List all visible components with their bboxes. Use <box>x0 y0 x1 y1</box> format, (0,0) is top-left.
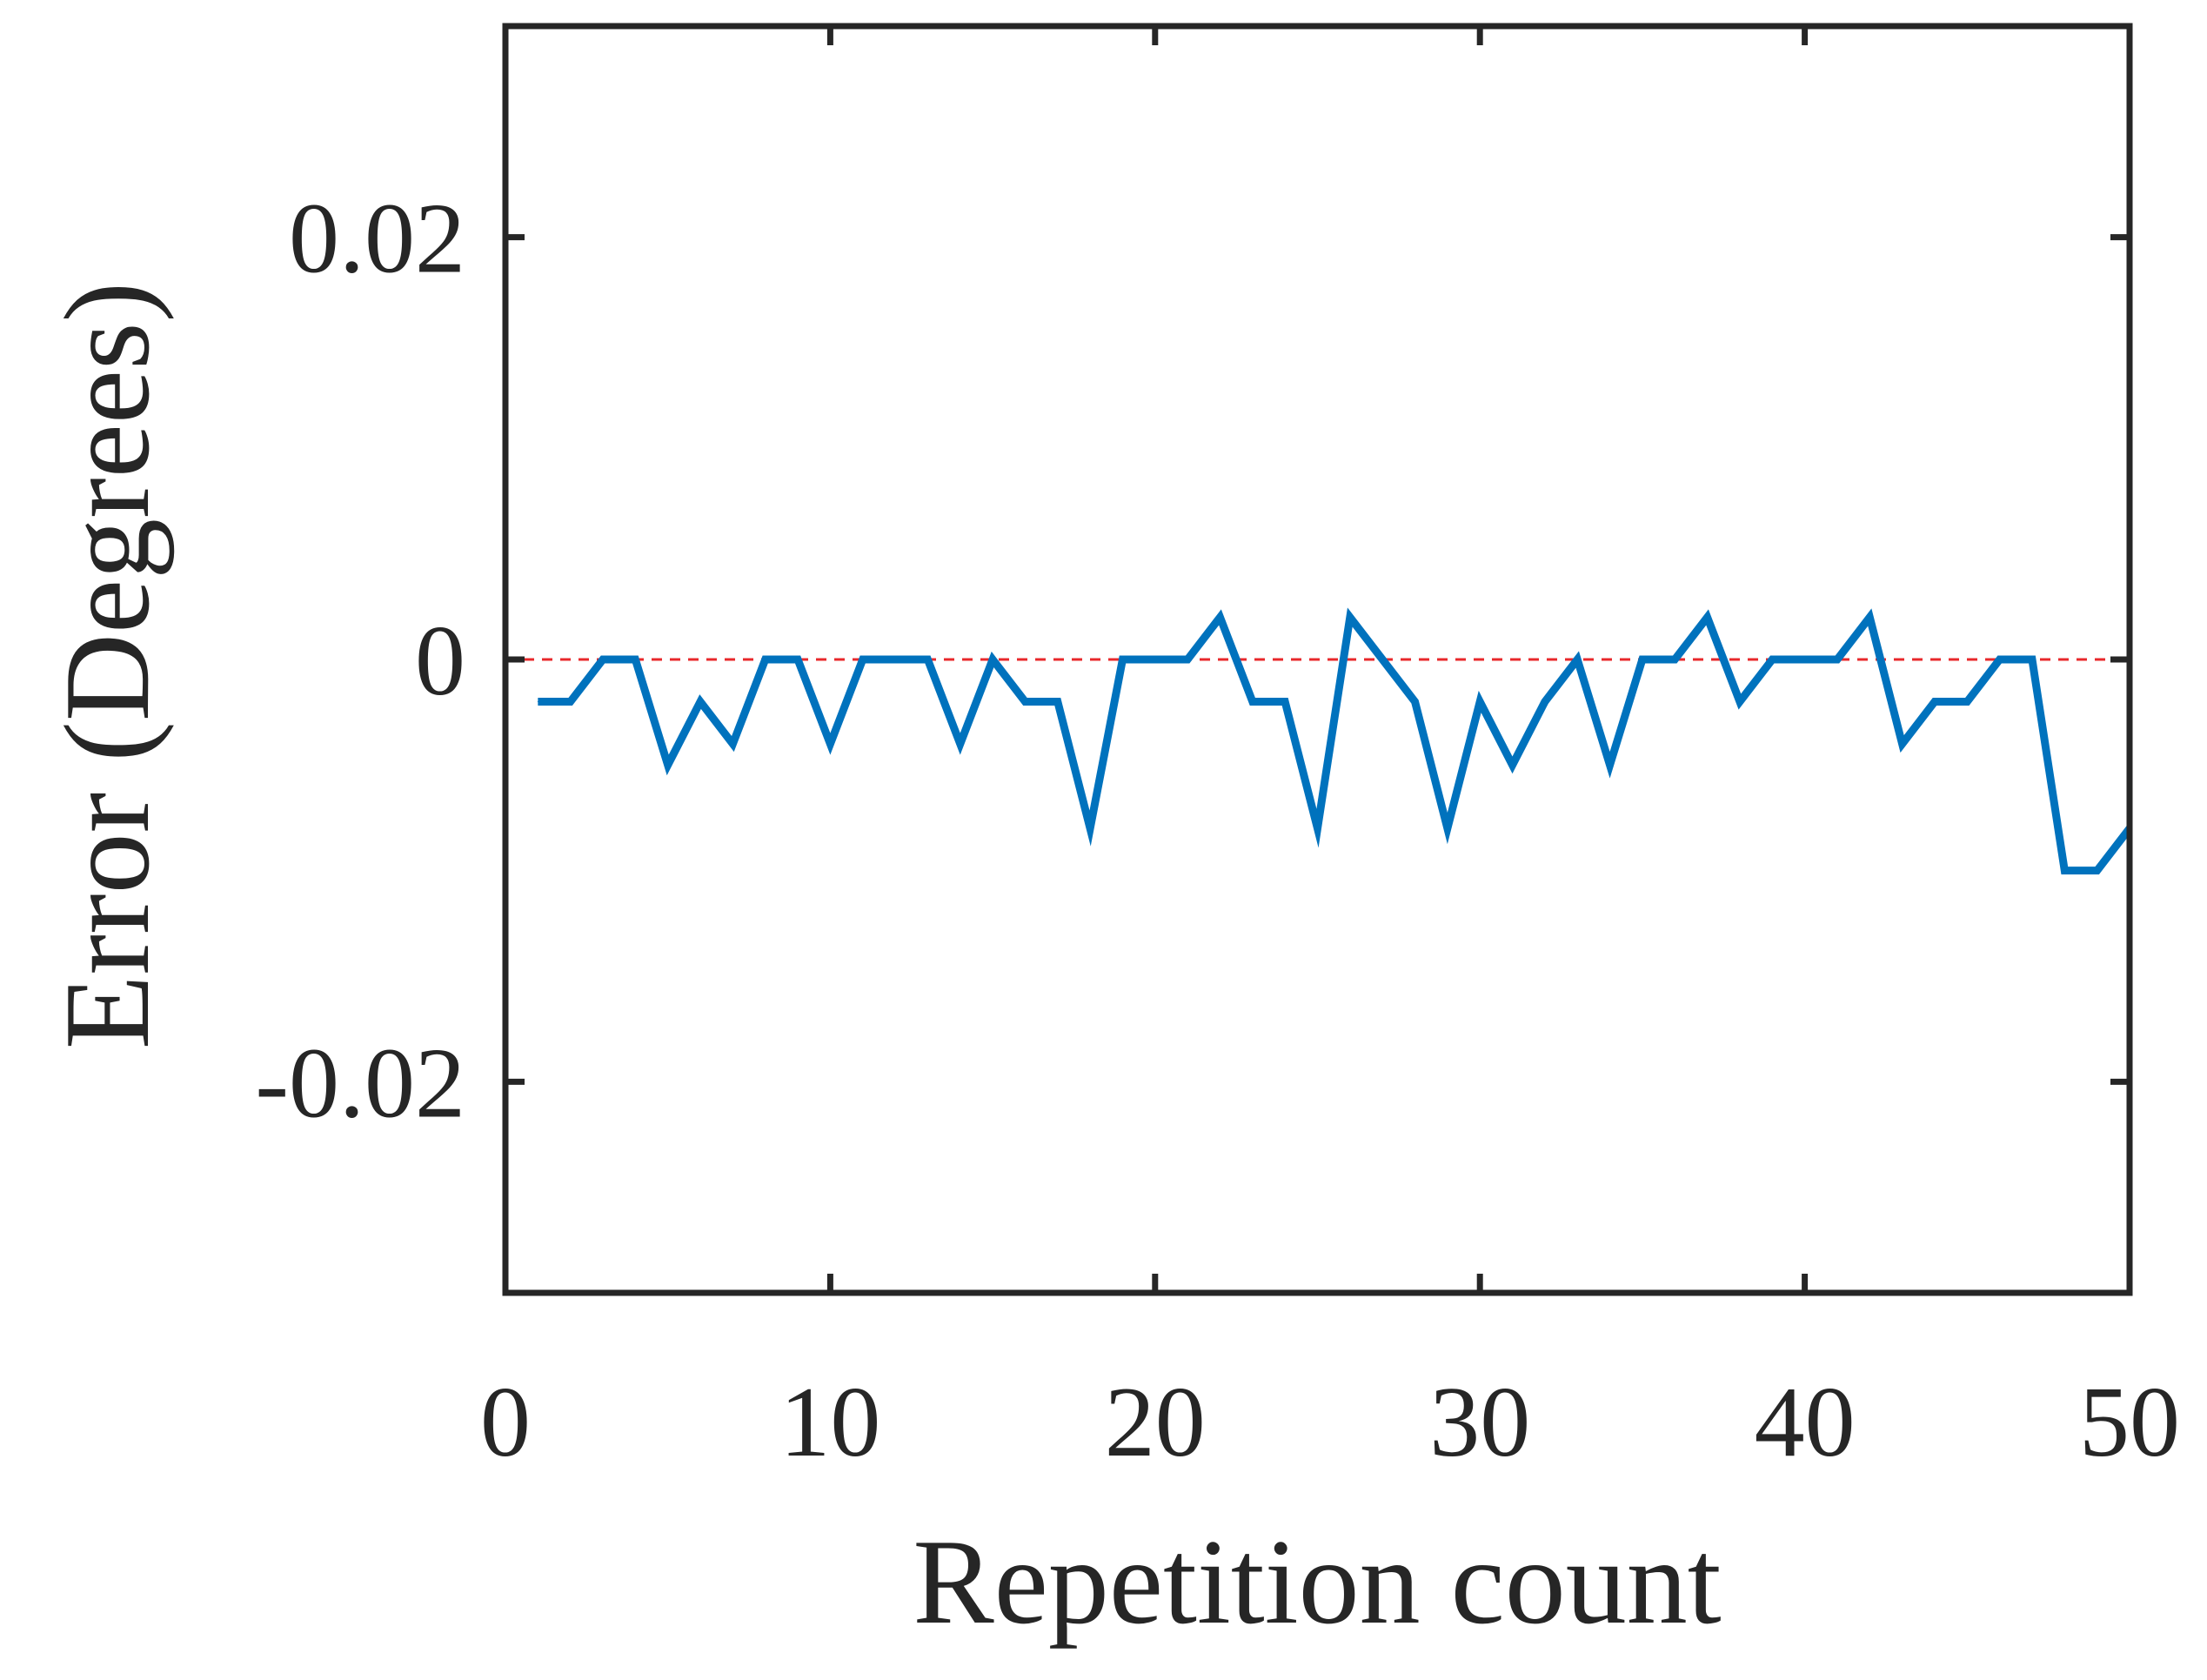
data-point <box>1349 616 1351 618</box>
data-point <box>602 659 604 660</box>
x-tick-label: 20 <box>1105 1367 1206 1478</box>
data-point <box>1999 659 2001 660</box>
data-point <box>926 659 928 660</box>
data-point <box>1869 616 1870 618</box>
series-layer <box>537 607 2133 875</box>
data-point <box>1707 616 1709 618</box>
x-tick-label: 10 <box>779 1367 880 1478</box>
y-tick-labels: -0.02 0 0.02 <box>255 184 465 1140</box>
data-point <box>699 701 701 703</box>
data-point <box>1836 659 1838 660</box>
x-tick-label: 50 <box>2079 1367 2180 1478</box>
data-point <box>1479 701 1481 703</box>
data-point <box>1739 701 1741 703</box>
data-point <box>1966 701 1968 703</box>
data-point <box>667 764 669 766</box>
x-axis-label: Repetition count <box>913 1515 1721 1650</box>
data-point <box>1154 659 1156 660</box>
x-tick-label: 40 <box>1755 1367 1856 1478</box>
data-point <box>1187 659 1188 660</box>
x-tick-label: 30 <box>1429 1367 1530 1478</box>
data-point <box>1057 701 1059 703</box>
data-point <box>1381 659 1383 660</box>
data-point <box>1121 659 1123 660</box>
data-point <box>1771 659 1773 660</box>
data-point <box>1284 701 1286 703</box>
data-point <box>1447 827 1448 829</box>
data-point <box>1934 701 1936 703</box>
data-point <box>829 743 831 745</box>
data-point <box>894 659 896 660</box>
x-tick-label: 0 <box>480 1367 531 1478</box>
data-point <box>1089 827 1091 829</box>
data-point <box>1902 743 1903 745</box>
data-point <box>732 743 733 745</box>
y-axis-label: Error (Degrees) <box>40 282 175 1049</box>
data-point <box>634 659 636 660</box>
data-point <box>862 659 864 660</box>
data-point <box>1414 701 1416 703</box>
plot-frame <box>502 23 2133 1296</box>
data-point <box>2031 659 2033 660</box>
y-tick-label: -0.02 <box>255 1027 465 1139</box>
data-point <box>1024 701 1026 703</box>
data-point <box>1544 701 1546 703</box>
data-point <box>1804 659 1806 660</box>
y-tick-label: 0 <box>415 606 465 717</box>
data-point <box>1512 764 1514 766</box>
y-tick-label: 0.02 <box>289 184 465 295</box>
data-point <box>765 659 766 660</box>
x-tick-labels: 0 10 20 30 40 50 <box>480 1367 2180 1478</box>
data-point <box>1609 764 1611 766</box>
data-point <box>1252 701 1254 703</box>
data-point <box>570 701 572 703</box>
data-point <box>2063 870 2065 872</box>
data-point <box>1219 616 1221 618</box>
data-point <box>1317 827 1318 829</box>
data-point <box>1576 659 1578 660</box>
series-line <box>538 607 2133 875</box>
data-point <box>797 659 799 660</box>
